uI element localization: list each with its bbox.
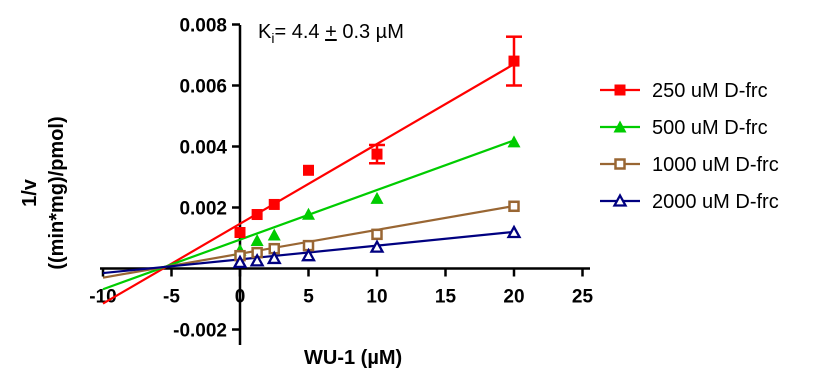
data-point: [507, 135, 521, 148]
y-axis-title: 1/v ((min*mg)/pmol): [19, 116, 68, 269]
y-tick-label: 0.008: [179, 16, 227, 37]
x-tick-label: 15: [435, 287, 457, 308]
data-point: [232, 254, 248, 269]
data-point: [369, 239, 385, 253]
x-tick-label: 5: [303, 287, 314, 308]
legend: 250 uM D-frc 500 uM D-frc 1000 uM D-frc 200…: [600, 80, 779, 213]
data-point: [302, 207, 315, 220]
data-point: [370, 191, 384, 204]
data-point: [251, 209, 263, 221]
data-point: [250, 233, 264, 246]
ki-tail: 0.3 µM: [337, 21, 404, 43]
legend-marker: [614, 84, 626, 96]
legend-marker: [612, 193, 628, 207]
legend-label: 500 uM D-frc: [652, 117, 768, 139]
y-ticks: -0.002 0.002 0.004 0.006 0.008: [173, 16, 240, 342]
y-tick-label: 0.002: [179, 199, 227, 220]
x-tick-label: -5: [163, 287, 180, 308]
x-axis-title: WU-1 (µM): [304, 347, 402, 369]
data-point: [371, 148, 383, 160]
legend-label: 1000 uM D-frc: [652, 154, 779, 176]
data-point: [268, 198, 280, 210]
data-points: [232, 55, 522, 269]
x-tick-label: 10: [366, 287, 387, 308]
ki-sub: i: [271, 30, 274, 46]
ki-k: K: [258, 21, 272, 43]
x-tick-label: -10: [89, 287, 116, 308]
data-point: [508, 55, 520, 67]
y-axis-title-line2: ((min*mg)/pmol): [46, 116, 68, 269]
data-point: [506, 224, 522, 239]
data-point: [267, 228, 281, 241]
error-bars: [369, 35, 522, 165]
x-tick-label: 25: [572, 287, 594, 308]
ki-pm: +: [325, 21, 337, 43]
legend-marker: [613, 120, 627, 133]
x-ticks: -10 -5 0 5 10 15 20 25: [89, 268, 594, 308]
data-point: [234, 227, 246, 239]
y-tick-label: 0.004: [179, 138, 227, 159]
x-tick-label: 0: [235, 287, 246, 308]
data-point: [301, 247, 316, 262]
ki-rest: = 4.4: [274, 21, 325, 43]
data-point: [303, 164, 314, 176]
y-tick-label: -0.002: [173, 321, 227, 342]
data-point: [249, 252, 265, 267]
legend-label: 250 uM D-frc: [652, 80, 768, 102]
legend-label: 2000 uM D-frc: [652, 191, 779, 213]
y-tick-label: 0.006: [179, 77, 227, 98]
data-point: [266, 250, 282, 265]
y-axis-title-line1: 1/v: [19, 178, 41, 207]
legend-marker: [614, 158, 626, 170]
data-point: [508, 200, 520, 213]
data-point: [371, 228, 383, 241]
x-tick-label: 20: [503, 287, 524, 308]
ki-annotation: Ki= 4.4 + 0.3 µM: [258, 21, 404, 46]
